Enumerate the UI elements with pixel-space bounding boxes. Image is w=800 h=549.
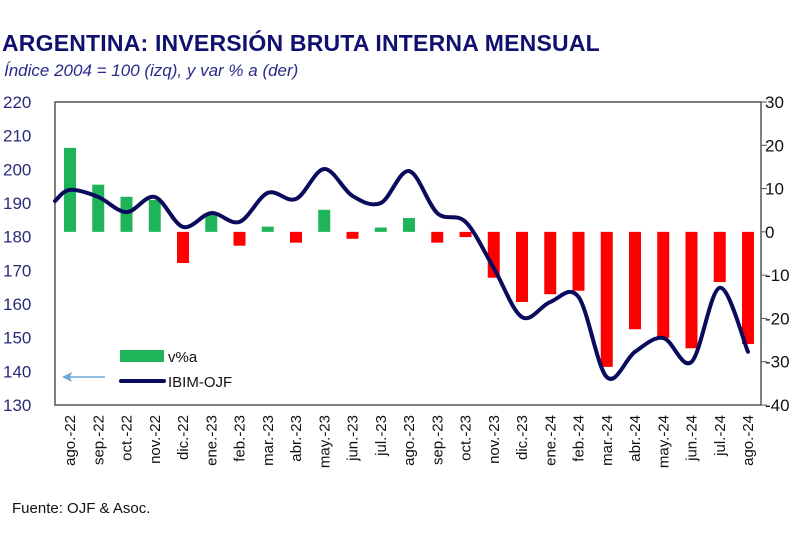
- left-axis-tick: 170: [3, 261, 31, 280]
- chart-subtitle: Índice 2004 = 100 (izq), y var % a (der): [4, 61, 299, 80]
- x-axis-tick: ago.-22: [62, 415, 79, 466]
- x-axis-tick: jun.-24: [684, 415, 701, 462]
- bar-ene.-24: [544, 231, 557, 295]
- x-axis-tick: mar.-24: [599, 415, 616, 466]
- bar-jun.-24: [685, 231, 698, 349]
- bar-mar.-23: [261, 226, 274, 232]
- x-axis-tick: dic.-23: [514, 415, 531, 460]
- left-axis-tick: 160: [3, 295, 31, 314]
- bar-sep.-23: [431, 231, 444, 243]
- bar-may.-24: [657, 231, 670, 338]
- x-axis-tick: sep.-22: [90, 415, 107, 465]
- right-axis-tick: -20: [765, 309, 790, 328]
- chart-source: Fuente: OJF & Asoc.: [12, 500, 151, 517]
- x-axis-tick: abr.-24: [627, 415, 644, 462]
- x-axis-tick: abr.-23: [288, 415, 305, 462]
- left-axis-tick: 210: [3, 127, 31, 146]
- legend-label: v%a: [168, 349, 198, 366]
- arrow-head-icon: [62, 372, 72, 382]
- bar-feb.-24: [572, 231, 585, 291]
- x-axis-tick: feb.-23: [232, 415, 249, 462]
- bar-may.-23: [318, 209, 331, 232]
- x-axis-tick: may.-24: [655, 415, 672, 468]
- legend-label: IBIM-OJF: [168, 374, 232, 391]
- left-axis-tick: 140: [3, 362, 31, 381]
- left-axis-tick: 220: [3, 93, 31, 112]
- x-axis-tick: nov.-22: [147, 415, 164, 464]
- left-axis-tick: 180: [3, 228, 31, 247]
- right-axis-tick: 30: [765, 93, 784, 112]
- bar-abr.-24: [629, 231, 641, 330]
- x-axis-tick: dic.-22: [175, 415, 192, 460]
- x-axis-tick: ago.-23: [401, 415, 418, 466]
- x-axis-tick: jul.-24: [712, 415, 729, 457]
- x-axis-tick: jul.-23: [373, 415, 390, 457]
- right-axis-tick: -30: [765, 353, 790, 372]
- x-axis-tick: mar.-23: [260, 415, 277, 466]
- legend-swatch-bar: [120, 350, 164, 362]
- bar-oct.-23: [459, 231, 472, 238]
- x-axis-tick: may.-23: [316, 415, 333, 468]
- x-axis-tick: jun.-23: [345, 415, 362, 462]
- bar-dic.-22: [177, 231, 189, 264]
- bar-ene.-23: [205, 214, 218, 232]
- right-axis-tick: 0: [765, 223, 774, 242]
- left-axis-tick: 200: [3, 160, 31, 179]
- bar-jul.-23: [374, 227, 387, 232]
- left-axis-tick: 190: [3, 194, 31, 213]
- bar-mar.-24: [600, 231, 613, 367]
- right-axis-tick: 20: [765, 136, 784, 155]
- x-axis-tick: ene.-24: [542, 415, 559, 466]
- x-axis-tick: nov.-23: [486, 415, 503, 464]
- bar-oct.-22: [120, 196, 133, 232]
- bar-jun.-23: [346, 231, 359, 239]
- x-axis-tick: oct.-23: [458, 415, 475, 461]
- chart-title: ARGENTINA: INVERSIÓN BRUTA INTERNA MENSU…: [2, 30, 600, 56]
- bar-feb.-23: [233, 231, 246, 246]
- right-axis-tick: -10: [765, 266, 790, 285]
- x-axis-tick: feb.-24: [571, 415, 588, 462]
- left-axis-tick: 150: [3, 329, 31, 348]
- bar-abr.-23: [290, 231, 302, 243]
- right-axis-tick: -40: [765, 396, 790, 415]
- bar-dic.-23: [516, 231, 528, 302]
- left-axis-tick: 130: [3, 396, 31, 415]
- x-axis-tick: ene.-23: [203, 415, 220, 466]
- x-axis-tick: sep.-23: [429, 415, 446, 465]
- plot-frame: [54, 101, 762, 406]
- right-axis-tick: 10: [765, 180, 784, 199]
- bar-jul.-24: [713, 231, 726, 283]
- bar-nov.-22: [148, 199, 161, 232]
- bar-sep.-22: [92, 184, 105, 232]
- x-axis-tick: ago.-24: [740, 415, 757, 466]
- x-axis-tick: oct.-22: [119, 415, 136, 461]
- bar-ago.-24: [742, 231, 754, 344]
- series-line-ibim-ojf: [53, 166, 750, 381]
- bar-ago.-23: [403, 218, 415, 232]
